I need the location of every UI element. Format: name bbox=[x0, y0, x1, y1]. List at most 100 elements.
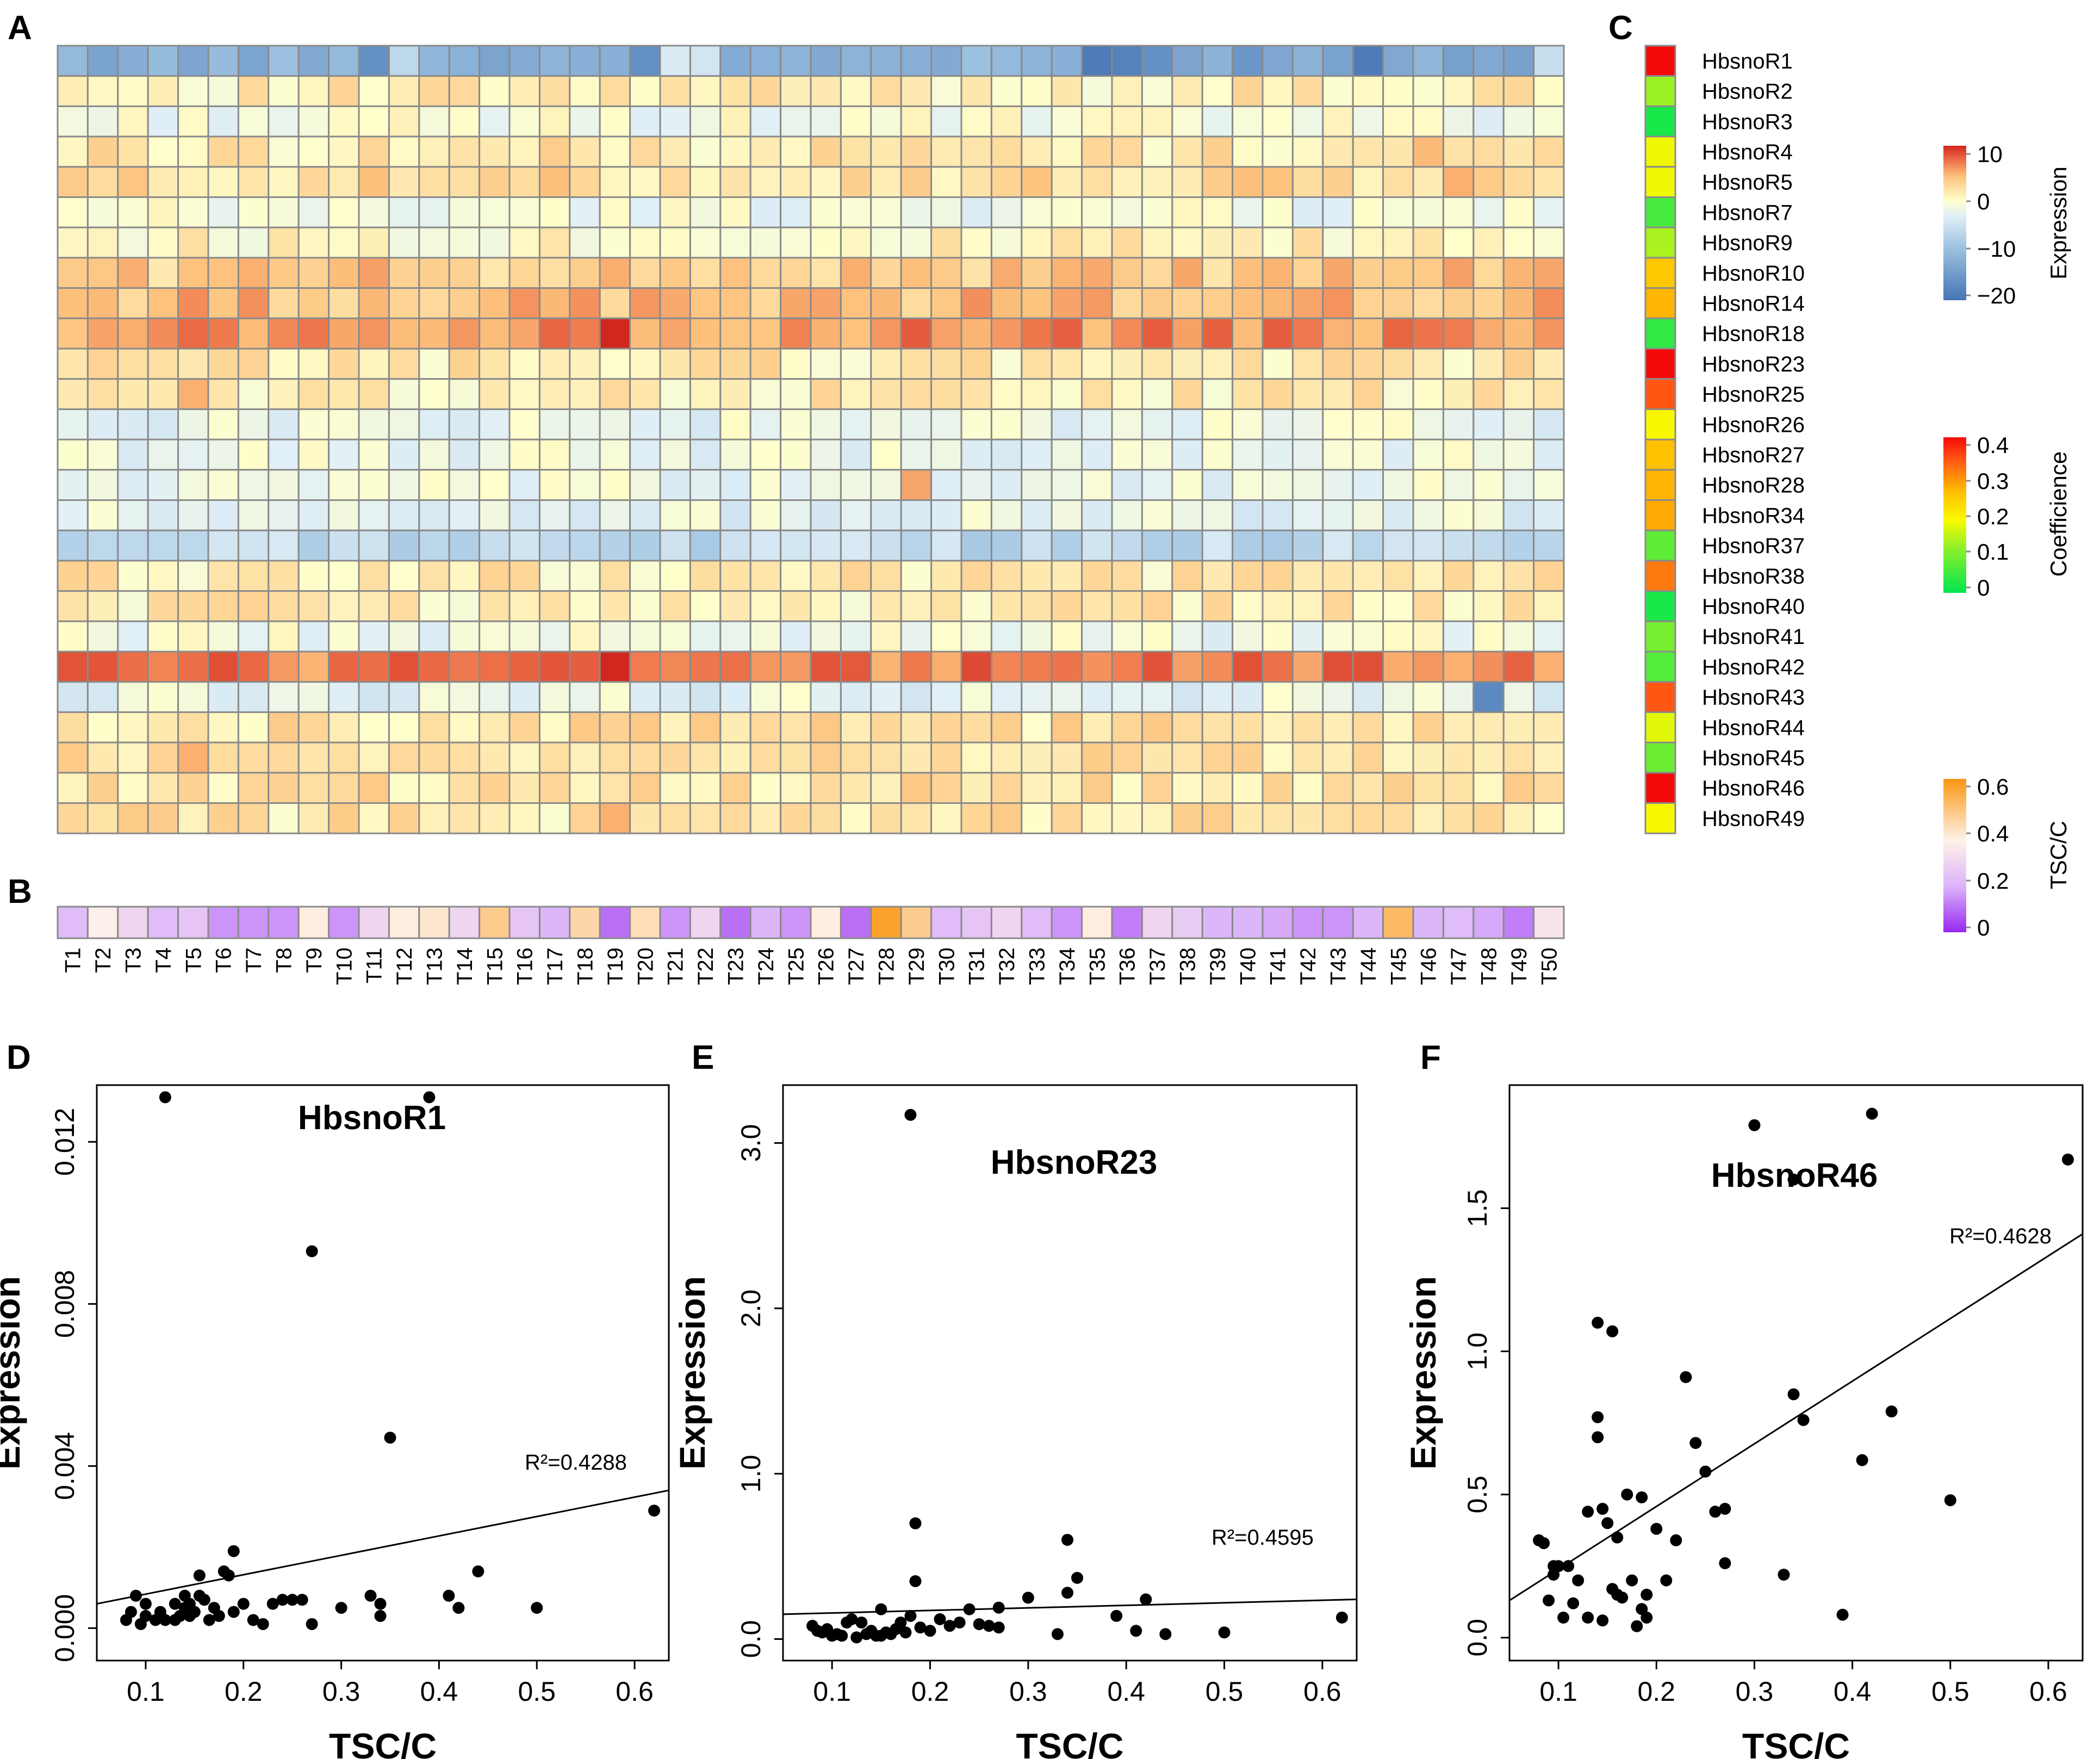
tsc-cell bbox=[1021, 906, 1053, 939]
heatmap-cell bbox=[749, 348, 782, 380]
heatmap-cell bbox=[297, 711, 330, 744]
tsc-cell bbox=[328, 906, 360, 939]
colorbar-tick-label: −10 bbox=[1977, 236, 2016, 262]
heatmap-cell bbox=[749, 469, 782, 501]
heatmap-cell bbox=[990, 135, 1023, 168]
heatmap-cell bbox=[1322, 196, 1354, 228]
heatmap-cell bbox=[659, 348, 691, 380]
data-point bbox=[266, 1597, 279, 1610]
heatmap-cell bbox=[237, 166, 270, 198]
heatmap-cell bbox=[237, 257, 270, 289]
heatmap-cell bbox=[1502, 105, 1535, 138]
heatmap-cell bbox=[1473, 590, 1505, 622]
data-point bbox=[963, 1603, 976, 1615]
heatmap-cell bbox=[659, 196, 691, 228]
heatmap-cell bbox=[207, 741, 239, 774]
sample-label: T25 bbox=[784, 947, 808, 985]
sample-label: T32 bbox=[995, 947, 1019, 985]
heatmap-cell bbox=[1442, 348, 1475, 380]
heatmap-cell bbox=[1201, 651, 1234, 683]
tsc-colorbar-title: TSC/C bbox=[2046, 821, 2071, 889]
heatmap-cell bbox=[1171, 378, 1203, 410]
sample-label: T45 bbox=[1387, 947, 1411, 985]
heatmap-cell bbox=[1141, 378, 1173, 410]
heatmap-cell bbox=[1442, 741, 1475, 774]
heatmap-cell bbox=[719, 196, 751, 228]
heatmap-cell bbox=[177, 408, 209, 441]
heatmap-cell bbox=[479, 196, 511, 228]
coefficient-cell bbox=[1644, 620, 1676, 653]
heatmap-cell bbox=[1262, 135, 1294, 168]
coefficient-cell bbox=[1644, 408, 1676, 441]
heatmap-cell bbox=[719, 529, 751, 562]
heatmap-cell bbox=[1382, 772, 1414, 804]
heatmap-cell bbox=[1322, 105, 1354, 138]
data-point bbox=[1866, 1107, 1878, 1120]
heatmap-cell bbox=[930, 166, 962, 198]
data-point bbox=[1061, 1534, 1073, 1546]
data-point bbox=[894, 1616, 907, 1629]
heatmap-cell bbox=[1141, 499, 1173, 531]
heatmap-cell bbox=[147, 45, 179, 77]
heatmap-cell bbox=[538, 196, 571, 228]
heatmap-cell bbox=[418, 196, 450, 228]
heatmap-cell bbox=[1051, 257, 1083, 289]
heatmap-cell bbox=[1081, 135, 1113, 168]
data-point bbox=[364, 1589, 377, 1602]
heatmap-cell bbox=[1291, 711, 1324, 744]
heatmap-cell bbox=[1322, 226, 1354, 259]
heatmap-cell bbox=[237, 772, 270, 804]
heatmap-cell bbox=[117, 681, 149, 713]
data-point bbox=[1543, 1594, 1555, 1607]
heatmap-cell bbox=[1021, 75, 1053, 107]
heatmap-cell bbox=[508, 135, 540, 168]
heatmap-cell bbox=[1232, 166, 1264, 198]
heatmap-cell bbox=[749, 408, 782, 441]
heatmap-cell bbox=[508, 45, 540, 77]
heatmap-cell bbox=[1232, 499, 1264, 531]
heatmap-cell bbox=[749, 681, 782, 713]
heatmap-cell bbox=[388, 348, 420, 380]
heatmap-cell bbox=[960, 681, 992, 713]
data-point bbox=[1548, 1560, 1560, 1572]
data-point bbox=[934, 1613, 946, 1625]
heatmap-cell bbox=[930, 560, 962, 592]
heatmap-cell bbox=[1322, 166, 1354, 198]
heatmap-cell bbox=[117, 378, 149, 410]
heatmap-cell bbox=[388, 378, 420, 410]
coefficient-cell bbox=[1644, 196, 1676, 228]
heatmap-cell bbox=[810, 681, 842, 713]
heatmap-cell bbox=[1021, 45, 1053, 77]
heatmap-cell bbox=[538, 348, 571, 380]
heatmap-cell bbox=[569, 651, 601, 683]
heatmap-cell bbox=[870, 75, 902, 107]
heatmap-cell bbox=[960, 105, 992, 138]
row-label: HbsnoR2 bbox=[1702, 80, 1793, 104]
heatmap-cell bbox=[207, 408, 239, 441]
heatmap-cell bbox=[1171, 45, 1203, 77]
heatmap-cell bbox=[719, 560, 751, 592]
heatmap-cell bbox=[1051, 135, 1083, 168]
heatmap-cell bbox=[900, 196, 933, 228]
heatmap-cell bbox=[508, 196, 540, 228]
expression-colorbar-title: Expression bbox=[2046, 166, 2071, 280]
data-point bbox=[1641, 1612, 1653, 1624]
scatter-panel-e: 0.1 0.2 0.3 0.4 0.5 0.60.01.02.03.0TSC/CExpre… bbox=[672, 1084, 1358, 1759]
heatmap-cell bbox=[749, 651, 782, 683]
heatmap-cell bbox=[1412, 166, 1444, 198]
row-label: HbsnoR10 bbox=[1702, 262, 1805, 286]
tsc-cell bbox=[1201, 906, 1234, 939]
heatmap-cell bbox=[1081, 105, 1113, 138]
heatmap-cell bbox=[1352, 287, 1384, 319]
data-point bbox=[1699, 1465, 1712, 1478]
heatmap-cell bbox=[689, 196, 722, 228]
heatmap-cell bbox=[508, 711, 540, 744]
sample-label: T26 bbox=[815, 947, 838, 985]
heatmap-cell bbox=[1533, 196, 1565, 228]
coefficient-cell bbox=[1644, 135, 1676, 168]
heatmap-cell bbox=[1232, 711, 1264, 744]
heatmap-cell bbox=[780, 802, 812, 834]
heatmap-cell bbox=[1081, 620, 1113, 653]
heatmap-cell bbox=[1111, 75, 1143, 107]
row-label: HbsnoR4 bbox=[1702, 140, 1793, 164]
